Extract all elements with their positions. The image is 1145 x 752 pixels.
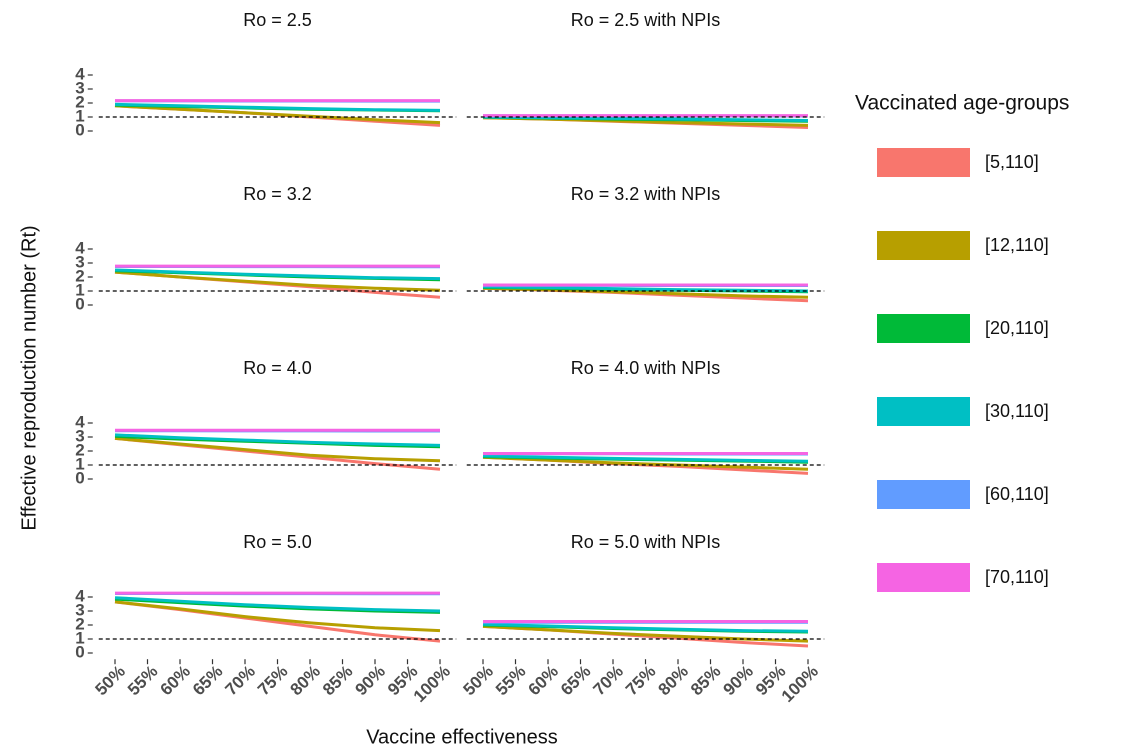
x-tick-label: 70% <box>590 662 627 699</box>
legend-label: [12,110] <box>985 235 1049 255</box>
series-line <box>482 286 809 299</box>
x-tick-label: 85% <box>319 662 356 699</box>
y-tick-label: 4 <box>75 586 85 605</box>
legend-swatch <box>877 480 970 509</box>
legend-swatch <box>877 563 970 592</box>
x-tick-label: 65% <box>557 662 594 699</box>
x-axis-label: Vaccine effectiveness <box>366 726 558 748</box>
x-tick-label: 55% <box>492 662 529 699</box>
y-tick-label: 0 <box>75 294 84 313</box>
x-tick-label: 60% <box>525 662 562 699</box>
panel-title: Ro = 4.0 <box>243 358 312 378</box>
legend-label: [60,110] <box>985 484 1049 504</box>
series-line <box>114 270 441 292</box>
y-tick-label: 3 <box>75 252 84 271</box>
series-line <box>114 436 441 463</box>
legend-swatch <box>877 231 970 260</box>
y-tick-label: 3 <box>75 426 84 445</box>
series-line <box>482 455 809 471</box>
x-tick-label: 90% <box>720 662 757 699</box>
panel-title: Ro = 5.0 <box>243 532 312 552</box>
x-tick-label: 85% <box>687 662 724 699</box>
y-tick-label: 4 <box>75 412 85 431</box>
panel-title: Ro = 4.0 with NPIs <box>571 358 721 378</box>
series-line <box>114 596 441 613</box>
x-tick-label: 55% <box>124 662 161 699</box>
x-tick-label: 75% <box>622 662 659 699</box>
series-line <box>114 600 441 633</box>
x-tick-label: 65% <box>189 662 226 699</box>
y-tick-label: 2 <box>75 614 84 633</box>
y-tick-label: 1 <box>75 454 84 473</box>
legend-swatch <box>877 148 970 177</box>
y-tick-label: 2 <box>75 92 84 111</box>
series-line <box>482 454 809 463</box>
x-tick-label: 100% <box>410 662 454 706</box>
x-tick-label: 50% <box>92 662 129 699</box>
series-line <box>114 268 441 281</box>
x-tick-label: 70% <box>222 662 259 699</box>
x-tick-label: 90% <box>352 662 389 699</box>
y-tick-label: 1 <box>75 106 84 125</box>
legend-label: [20,110] <box>985 318 1049 338</box>
series-line <box>114 104 441 125</box>
y-tick-label: 3 <box>75 600 84 619</box>
x-tick-label: 75% <box>254 662 291 699</box>
x-tick-label: 50% <box>460 662 497 699</box>
legend-label: [70,110] <box>985 567 1049 587</box>
y-axis-label: Effective reproduction number (Rt) <box>18 225 40 530</box>
legend-label: [30,110] <box>985 401 1049 421</box>
panel-title: Ro = 5.0 with NPIs <box>571 532 721 552</box>
y-tick-label: 1 <box>75 280 84 299</box>
series-line <box>482 622 809 633</box>
legend-swatch <box>877 314 970 343</box>
x-tick-label: 100% <box>778 662 822 706</box>
x-tick-label: 80% <box>655 662 692 699</box>
y-tick-label: 4 <box>75 64 85 83</box>
y-tick-label: 0 <box>75 120 84 139</box>
x-tick-label: 60% <box>157 662 194 699</box>
panel-title: Ro = 2.5 <box>243 10 312 30</box>
panel-title: Ro = 2.5 with NPIs <box>571 10 721 30</box>
y-tick-label: 2 <box>75 266 84 285</box>
y-tick-label: 1 <box>75 628 84 647</box>
series-line <box>114 102 441 112</box>
y-tick-label: 2 <box>75 440 84 459</box>
y-tick-label: 0 <box>75 468 84 487</box>
y-tick-label: 4 <box>75 238 85 257</box>
y-tick-label: 3 <box>75 78 84 97</box>
series-line <box>114 433 441 447</box>
legend-label: [5,110] <box>985 152 1039 172</box>
legend-swatch <box>877 397 970 426</box>
x-tick-label: 80% <box>287 662 324 699</box>
panel-title: Ro = 3.2 <box>243 184 312 204</box>
legend-title: Vaccinated age-groups <box>855 92 1069 115</box>
y-tick-label: 0 <box>75 642 84 661</box>
panel-title: Ro = 3.2 with NPIs <box>571 184 721 204</box>
